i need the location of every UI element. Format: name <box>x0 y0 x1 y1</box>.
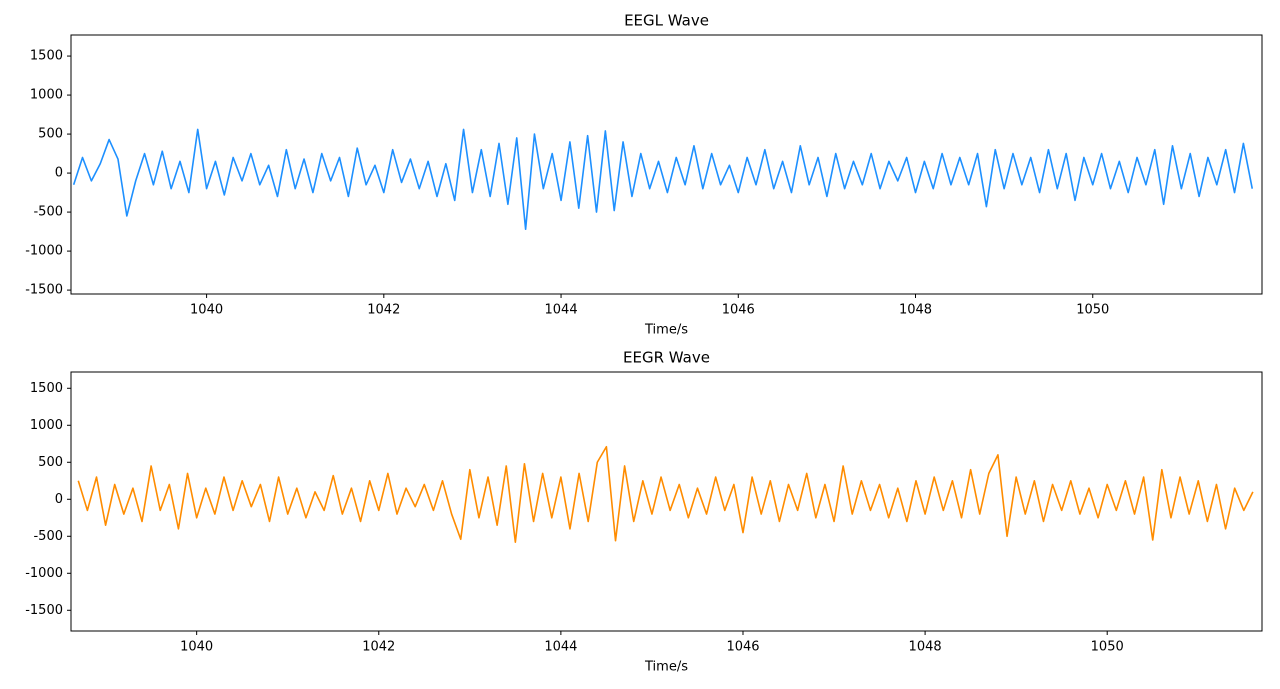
x-tick-label: 1048 <box>909 640 942 655</box>
x-tick-label: 1040 <box>180 640 213 655</box>
subplot: EEGL Wave Time/s 1040 1042 1044 1046 1048 1050 -… <box>25 12 1263 338</box>
x-tick-label: 1044 <box>544 640 577 655</box>
y-tick-label: 0 <box>55 492 63 507</box>
y-tick-label: 1500 <box>30 381 63 396</box>
x-tick-label: 1046 <box>722 303 755 318</box>
axes-frame <box>70 371 1263 632</box>
y-tick-label: 1500 <box>30 49 63 64</box>
chart-title: EEGR Wave <box>623 349 710 367</box>
chart-title: EEGL Wave <box>624 12 709 30</box>
y-tick-label: -500 <box>33 529 63 544</box>
wave-line <box>72 128 1254 231</box>
wave-line <box>77 445 1254 543</box>
x-axis-label: Time/s <box>644 660 688 675</box>
x-tick-label: 1050 <box>1091 640 1124 655</box>
x-axis-label: Time/s <box>644 323 688 338</box>
x-tick-label: 1050 <box>1076 303 1109 318</box>
y-tick-label: -1500 <box>25 283 63 298</box>
x-tick-label: 1042 <box>362 640 395 655</box>
x-tick-label: 1048 <box>899 303 932 318</box>
y-tick-label: -1000 <box>25 566 63 581</box>
subplot: EEGR Wave Time/s 1040 1042 1044 1046 1048 1050 -… <box>25 349 1263 675</box>
axes-frame <box>70 34 1263 295</box>
y-tick-label: -500 <box>33 205 63 220</box>
y-tick-label: 500 <box>38 455 63 470</box>
y-tick-label: 0 <box>55 166 63 181</box>
y-tick-label: 1000 <box>30 418 63 433</box>
y-tick-label: -1000 <box>25 244 63 259</box>
y-tick-label: 500 <box>38 127 63 142</box>
x-tick-label: 1042 <box>367 303 400 318</box>
x-tick-label: 1046 <box>726 640 759 655</box>
x-tick-label: 1044 <box>545 303 578 318</box>
y-tick-label: -1500 <box>25 603 63 618</box>
x-tick-label: 1040 <box>190 303 223 318</box>
y-tick-label: 1000 <box>30 88 63 103</box>
